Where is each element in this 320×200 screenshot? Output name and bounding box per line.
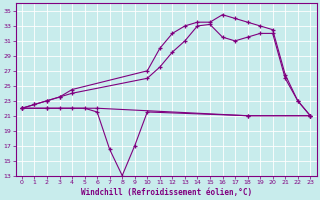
X-axis label: Windchill (Refroidissement éolien,°C): Windchill (Refroidissement éolien,°C)	[81, 188, 252, 197]
